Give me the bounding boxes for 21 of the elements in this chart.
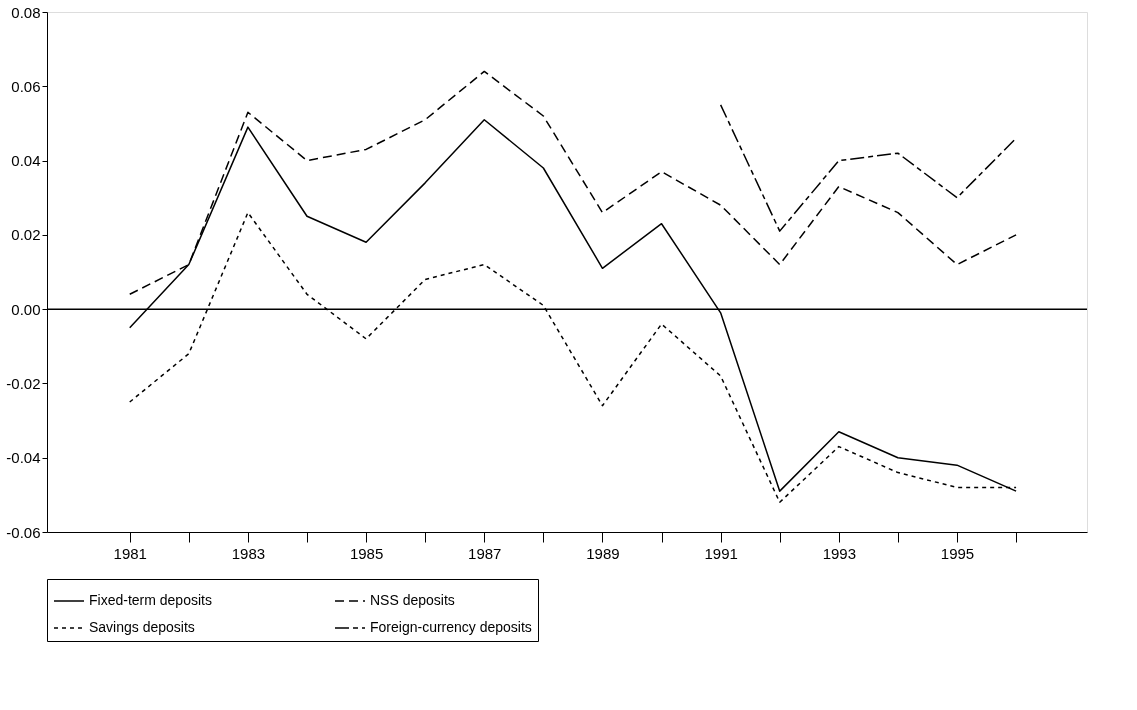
x-tick-label: 1991 bbox=[704, 544, 738, 562]
y-tick-label: -0.02 bbox=[6, 374, 41, 392]
y-tick-label: 0.02 bbox=[11, 226, 41, 244]
x-tick-label: 1983 bbox=[231, 544, 266, 562]
legend-label: Savings deposits bbox=[89, 619, 195, 635]
line-series bbox=[719, 104, 1017, 232]
y-tick-label: -0.04 bbox=[6, 449, 41, 467]
legend-label: Fixed-term deposits bbox=[89, 592, 212, 608]
y-tick-label: 0.04 bbox=[11, 152, 41, 170]
x-tick-label: 1985 bbox=[349, 544, 384, 562]
y-tick-label: 0.06 bbox=[11, 77, 41, 95]
y-tick-label: 0.08 bbox=[11, 3, 41, 21]
x-tick-label: 1981 bbox=[113, 544, 147, 562]
x-tick-label: 1989 bbox=[586, 544, 620, 562]
x-tick-label: 1987 bbox=[468, 544, 502, 562]
x-tick-label: 1995 bbox=[940, 544, 975, 562]
legend-label: NSS deposits bbox=[370, 592, 455, 608]
x-tick-label: 1993 bbox=[822, 544, 857, 562]
legend-label: Foreign-currency deposits bbox=[370, 619, 532, 635]
y-tick-label: 0.00 bbox=[11, 300, 41, 318]
y-tick-label: -0.06 bbox=[6, 523, 41, 541]
